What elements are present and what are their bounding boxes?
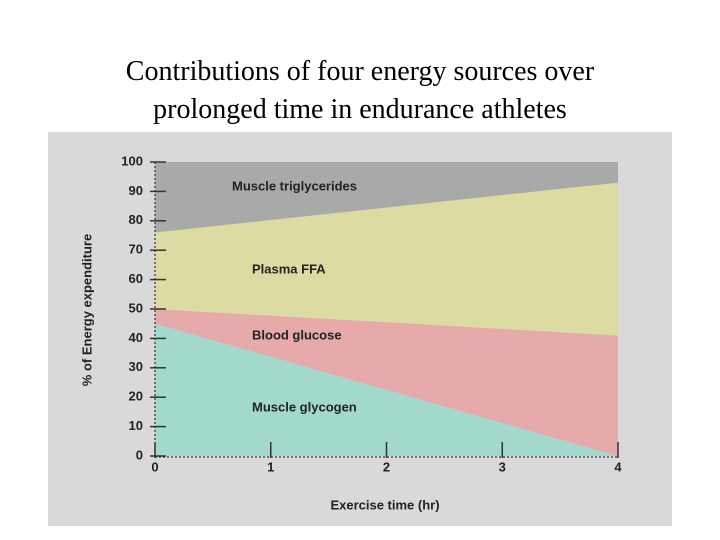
x-tick-label: 4	[614, 459, 622, 474]
area	[155, 309, 618, 456]
chart-title: Contributions of four energy sources ove…	[126, 56, 595, 87]
series-label: Plasma FFA	[252, 261, 326, 276]
y-tick-label: 10	[129, 418, 143, 433]
y-tick-label: 100	[121, 153, 143, 168]
y-tick-label: 30	[129, 359, 143, 374]
y-tick-label: 40	[129, 330, 143, 345]
x-tick-label: 0	[151, 459, 158, 474]
y-tick-label: 50	[129, 300, 143, 315]
y-tick-label: 70	[129, 242, 143, 257]
y-axis-label: % of Energy expenditure	[79, 234, 94, 386]
chart-title: prolonged time in endurance athletes	[153, 94, 567, 125]
x-axis-label: Exercise time (hr)	[330, 497, 439, 512]
area	[155, 182, 618, 336]
x-tick-label: 2	[383, 459, 390, 474]
x-tick-label: 3	[499, 459, 506, 474]
y-tick-label: 20	[129, 389, 143, 404]
y-tick-label: 90	[129, 183, 143, 198]
y-tick-label: 0	[136, 447, 143, 462]
series-label: Muscle glycogen	[252, 399, 357, 414]
x-tick-label: 1	[267, 459, 274, 474]
y-tick-label: 60	[129, 271, 143, 286]
series-label: Muscle triglycerides	[232, 178, 357, 193]
area	[155, 162, 618, 233]
series-label: Blood glucose	[252, 327, 342, 342]
y-tick-label: 80	[129, 212, 143, 227]
